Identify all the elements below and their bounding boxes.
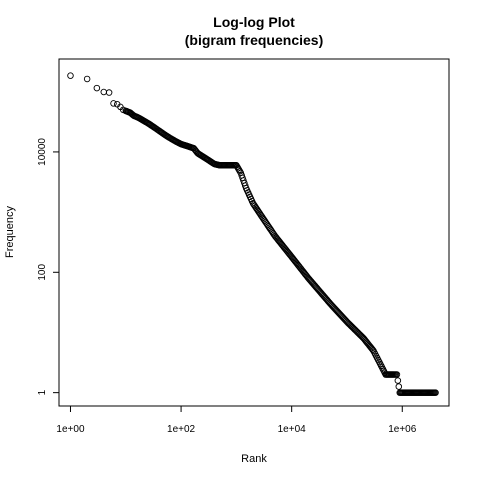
y-axis-label: Frequency xyxy=(4,206,16,258)
title-group: Log-log Plot (bigram frequencies) xyxy=(185,14,323,48)
data-point xyxy=(105,89,113,96)
data-point xyxy=(432,389,439,396)
x-tick-label: 1e+00 xyxy=(56,424,85,435)
data-point xyxy=(236,168,244,175)
data-point xyxy=(67,72,74,79)
data-point xyxy=(394,377,402,384)
y-tick-label: 1 xyxy=(37,389,48,395)
data-point xyxy=(83,75,91,83)
data-points xyxy=(67,72,439,396)
x-tick-label: 1e+04 xyxy=(278,424,307,435)
data-point xyxy=(110,100,117,107)
data-point xyxy=(100,88,108,96)
chart-subtitle: (bigram frequencies) xyxy=(185,32,323,48)
x-tick-label: 1e+02 xyxy=(167,424,196,435)
chart-title: Log-log Plot xyxy=(213,14,295,30)
x-tick-label: 1e+06 xyxy=(388,424,417,435)
y-tick-label: 100 xyxy=(37,264,48,281)
plot-frame xyxy=(58,58,450,407)
x-axis-label: Rank xyxy=(241,453,267,465)
data-point xyxy=(93,84,101,92)
data-point xyxy=(393,371,401,378)
axes-group: 1e+00 1e+02 1e+04 1e+06 1 100 10000 xyxy=(37,138,417,435)
y-tick-label: 10000 xyxy=(37,138,48,166)
data-point xyxy=(395,383,403,390)
